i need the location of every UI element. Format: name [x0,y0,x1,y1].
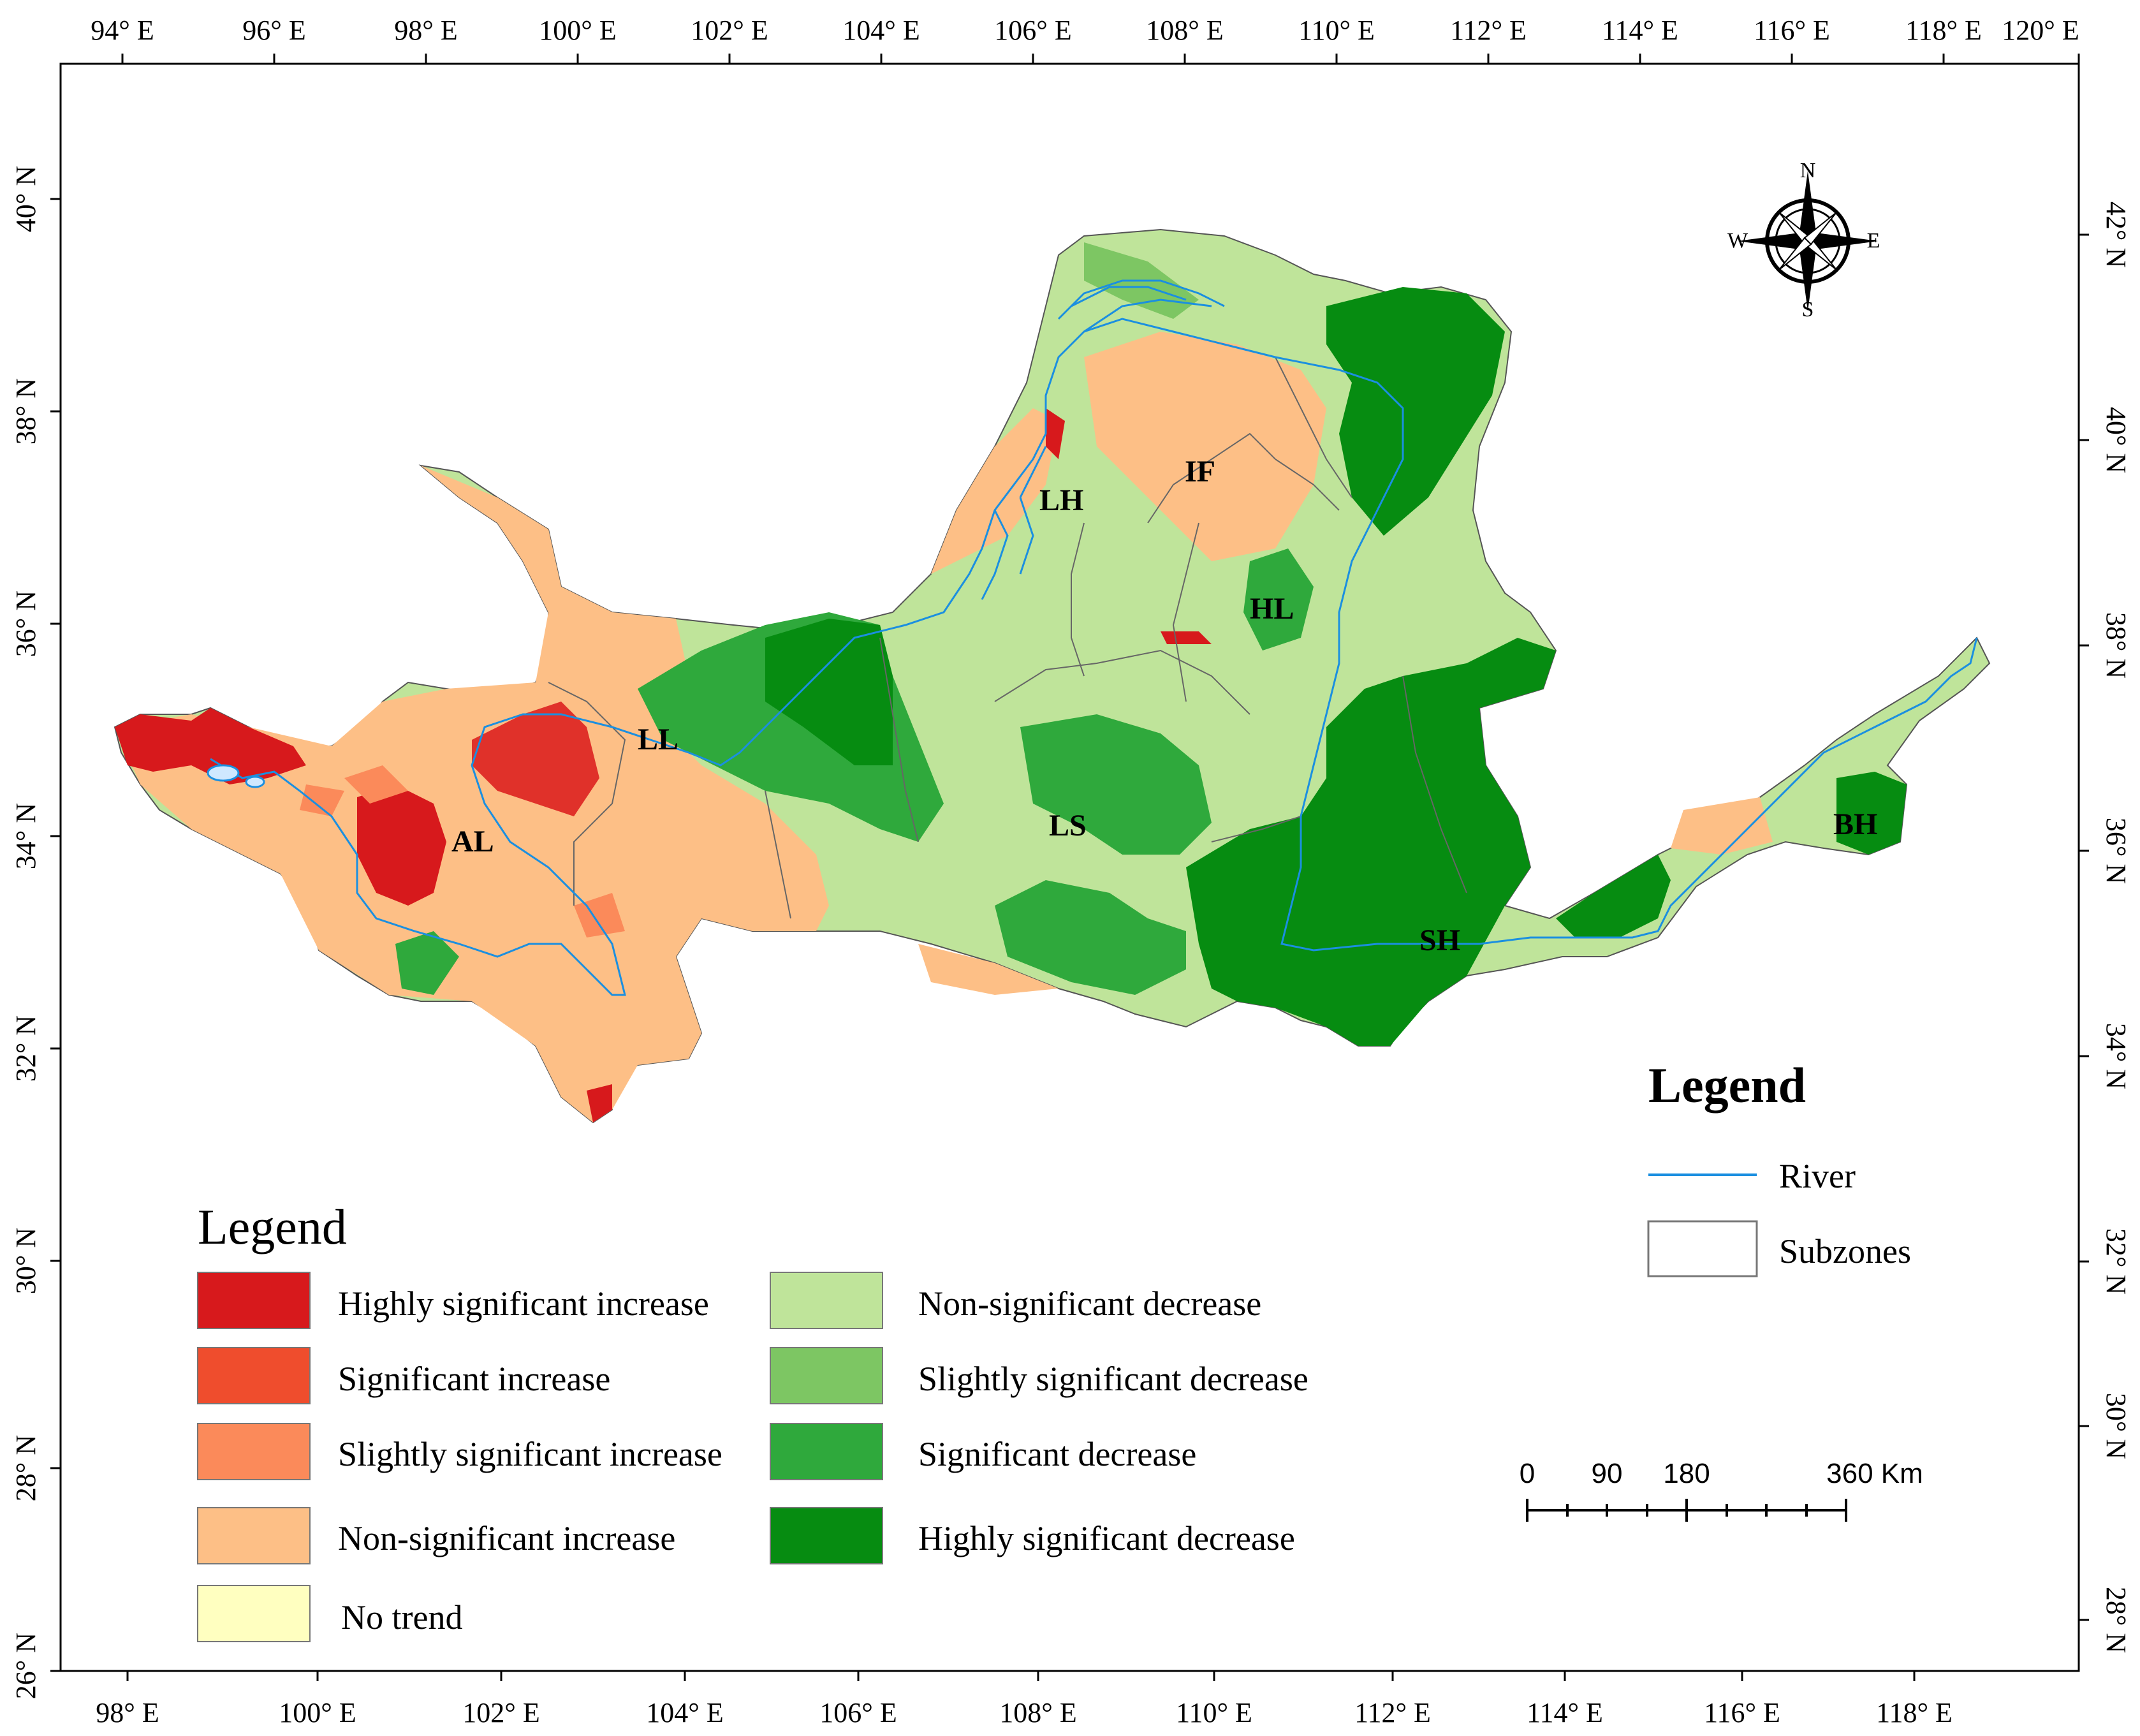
top-label-6: 104° E [842,15,920,46]
legend-label-significant-decrease: Significant decrease [918,1435,1196,1473]
left-label-3: 36° N [10,591,41,657]
bottom-label-3: 102° E [462,1697,539,1728]
compass-rose: N S E W [1727,159,1880,321]
top-label-3: 98° E [394,15,457,46]
zone-label-sh: SH [1419,923,1460,957]
legend-swatch-no-trend [197,1585,311,1642]
scale-label-0: 0 [1520,1458,1535,1489]
left-axis: 40° N 38° N 36° N 34° N 32° N 30° N 28° … [10,166,61,1699]
river-network [207,279,1978,996]
zone-label-al: AL [451,825,494,858]
bottom-label-6: 108° E [999,1697,1076,1728]
right-label-3: 38° N [2100,612,2132,679]
right-label-2: 40° N [2100,407,2132,473]
scale-label-180: 180 [1663,1458,1710,1489]
legend-main-title: Legend [198,1199,347,1254]
right-label-5: 34° N [2100,1023,2132,1089]
compass-east-label: E [1867,229,1880,253]
zone-label-ls: LS [1049,809,1087,842]
left-label-4: 34° N [10,803,41,869]
right-label-8: 28° N [2100,1587,2132,1653]
scale-label-360: 360 Km [1826,1458,1923,1489]
right-label-1: 42° N [2100,202,2132,268]
right-label-6: 32° N [2100,1228,2132,1295]
bottom-label-4: 104° E [646,1697,723,1728]
zone-label-bh: BH [1833,807,1877,841]
legend-swatch-highly-significant-increase [197,1272,311,1329]
legend-label-non-significant-decrease: Non-significant decrease [918,1284,1261,1323]
legend-label-highly-significant-decrease: Highly significant decrease [918,1519,1295,1557]
zone-label-ll: LL [638,723,678,756]
increase-areas [115,332,1773,1122]
top-label-12: 116° E [1754,15,1830,46]
left-label-5: 32° N [10,1015,41,1082]
top-label-8: 108° E [1146,15,1223,46]
left-label-7: 28° N [10,1435,41,1501]
right-label-4: 36° N [2100,818,2132,884]
bottom-label-9: 114° E [1527,1697,1603,1728]
strong-increase-areas [115,408,1212,1122]
bottom-axis: 98° E 100° E 102° E 104° E 106° E 108° E… [96,1671,1953,1728]
legend-secondary: Legend River Subzones [1647,1057,1911,1277]
legend-swatch-significant-increase [197,1347,311,1404]
legend-label-significant-increase: Significant increase [338,1360,610,1398]
compass-west-label: W [1727,229,1748,253]
top-label-13: 118° E [1905,15,1982,46]
top-label-7: 106° E [994,15,1071,46]
bottom-label-7: 110° E [1176,1697,1252,1728]
legend-label-slightly-significant-increase: Slightly significant increase [338,1435,722,1473]
scale-bar: 0 90 180 360 Km [1520,1458,1923,1522]
zone-label-hl: HL [1250,592,1294,626]
compass-north-label: N [1800,159,1816,182]
top-label-14: 120° E [2002,15,2079,46]
left-label-1: 40° N [10,166,41,232]
top-label-5: 102° E [691,15,768,46]
bottom-label-5: 106° E [819,1697,897,1728]
scale-label-90: 90 [1592,1458,1623,1489]
bottom-label-8: 112° E [1354,1697,1431,1728]
legend-swatch-highly-significant-decrease [770,1507,883,1564]
legend-subzones-swatch [1647,1220,1758,1277]
top-label-4: 100° E [539,15,616,46]
legend-main: Legend Highly significant increase Signi… [197,1199,1308,1642]
legend-swatch-significant-decrease [770,1423,883,1480]
right-label-7: 30° N [2100,1393,2132,1459]
legend-label-highly-significant-increase: Highly significant increase [338,1284,709,1323]
right-axis: 42° N 40° N 38° N 36° N 34° N 32° N 30° … [2079,202,2132,1653]
legend-label-slightly-significant-decrease: Slightly significant decrease [918,1360,1308,1398]
legend-swatch-non-significant-decrease [770,1272,883,1329]
legend-secondary-title: Legend [1648,1057,1806,1113]
legend-subzones-label: Subzones [1779,1232,1911,1270]
compass-south-label: S [1802,298,1814,321]
bottom-label-11: 118° E [1876,1697,1953,1728]
left-label-8: 26° N [10,1633,41,1699]
legend-label-no-trend: No trend [341,1598,462,1637]
legend-swatch-slightly-significant-increase [197,1423,311,1480]
top-label-2: 96° E [242,15,305,46]
top-label-9: 110° E [1298,15,1375,46]
bottom-label-1: 98° E [96,1697,159,1728]
bottom-label-10: 116° E [1704,1697,1780,1728]
bottom-label-2: 100° E [279,1697,356,1728]
top-label-11: 114° E [1602,15,1678,46]
top-label-10: 112° E [1450,15,1527,46]
legend-label-non-significant-increase: Non-significant increase [338,1519,675,1557]
legend-swatch-non-significant-increase [197,1507,311,1564]
left-label-2: 38° N [10,378,41,445]
top-axis: 94° E 96° E 98° E 100° E 102° E 104° E 1… [91,15,2080,64]
zone-label-if: IF [1185,455,1215,489]
top-label-1: 94° E [91,15,154,46]
legend-swatch-slightly-significant-decrease [770,1347,883,1404]
legend-river-label: River [1779,1157,1856,1195]
subzone-boundaries [548,357,1467,919]
left-label-6: 30° N [10,1228,41,1294]
zone-label-lh: LH [1039,483,1083,517]
